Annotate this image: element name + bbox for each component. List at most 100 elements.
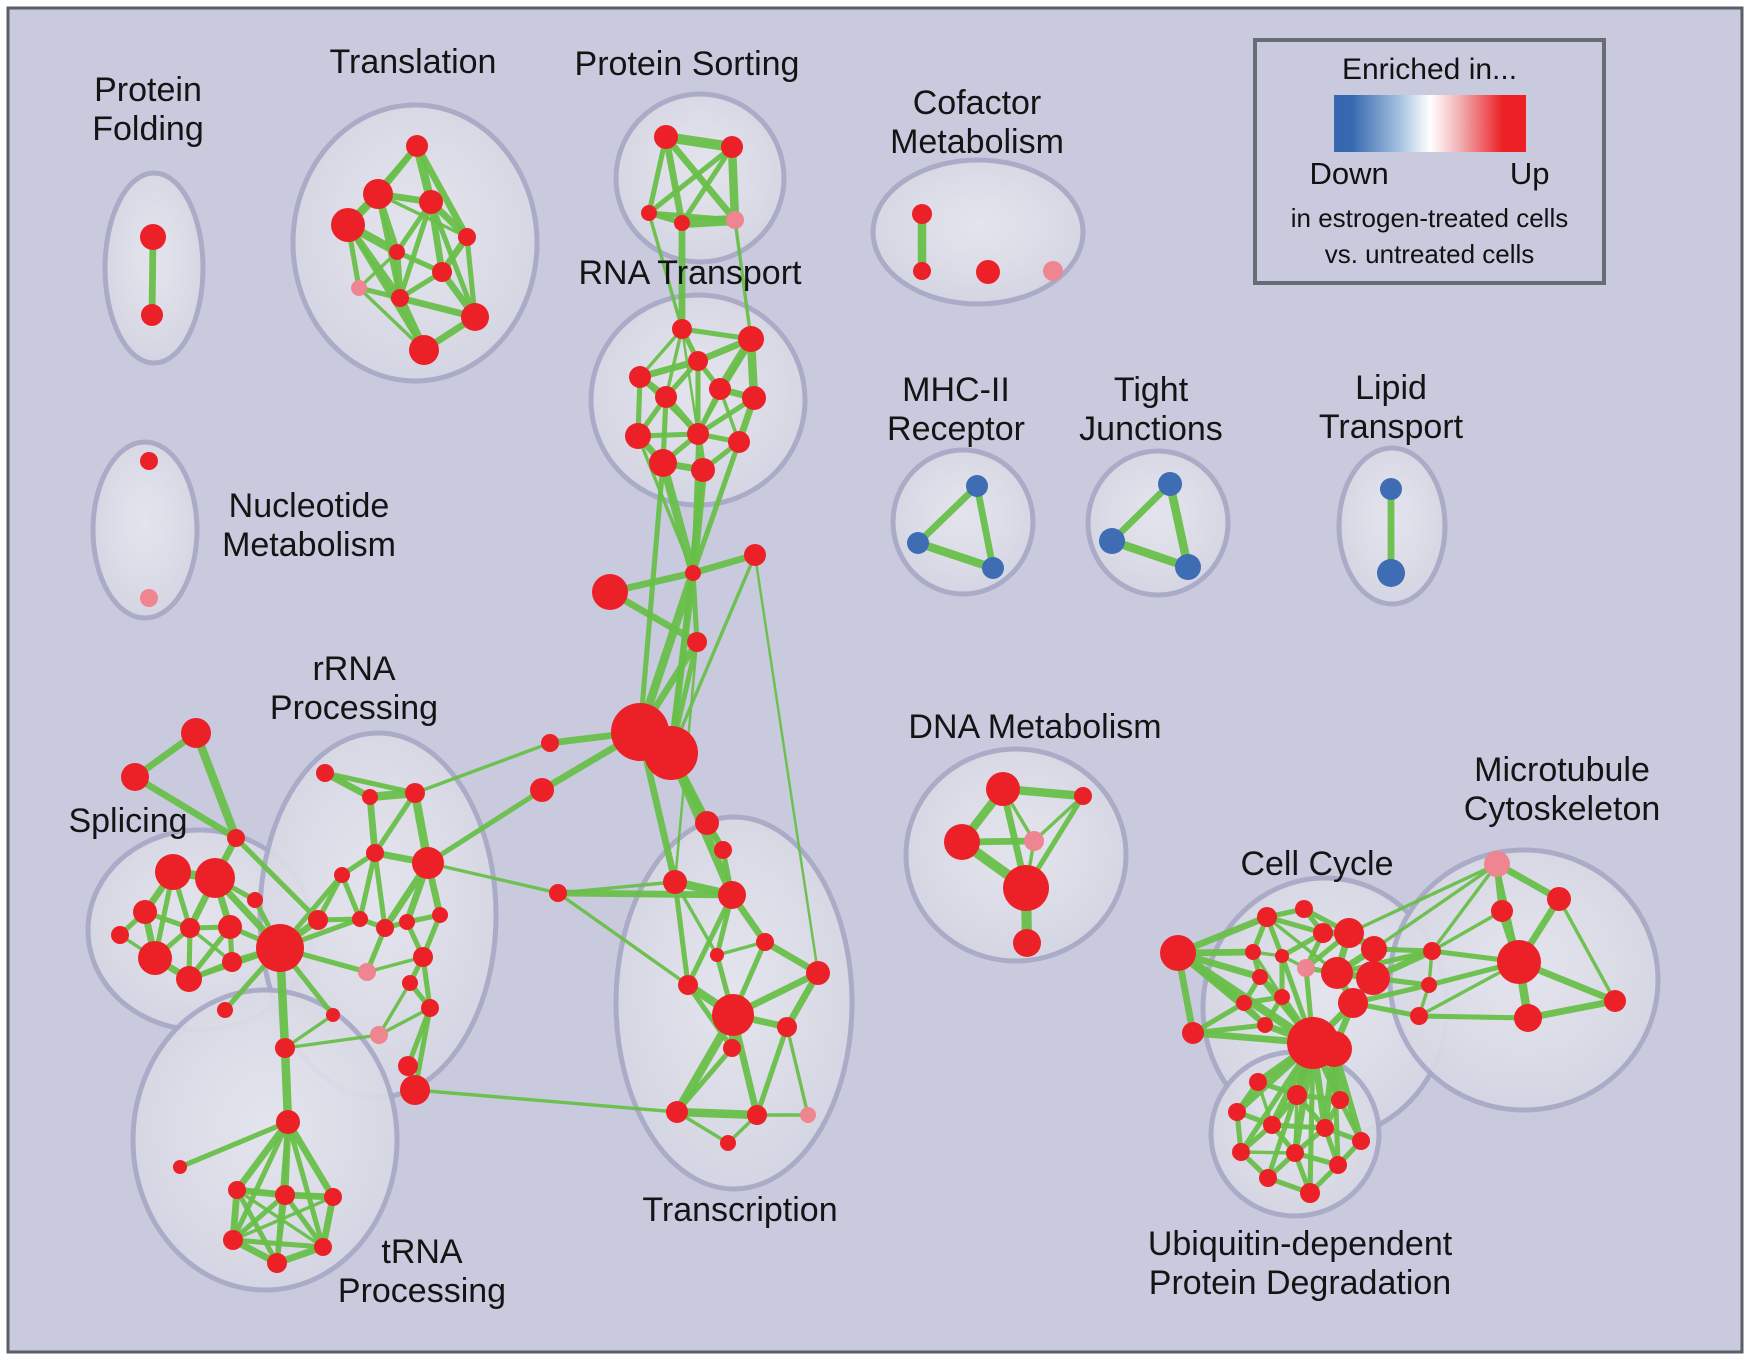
network-node (1263, 1116, 1281, 1134)
network-edge (357, 852, 378, 920)
network-edge (1373, 862, 1498, 951)
legend-caption-line1: in estrogen-treated cells (1290, 203, 1569, 233)
network-node (966, 475, 988, 497)
network-node (1423, 942, 1441, 960)
network-node (1175, 554, 1201, 580)
network-node (316, 764, 334, 782)
network-node (314, 1238, 332, 1256)
network-node (663, 870, 687, 894)
network-edge (636, 435, 695, 574)
network-edge (230, 1120, 291, 1242)
legend-endpoint-labels: Down Up (1310, 156, 1550, 192)
cluster-label-nucleotide-metabolism: Nucleotide (229, 487, 390, 525)
network-node (140, 224, 166, 250)
network-node (1491, 900, 1513, 922)
network-node (1421, 977, 1437, 993)
cluster-label-cell-cycle: Cell Cycle (1240, 845, 1393, 883)
network-node (406, 135, 428, 157)
network-node (655, 386, 677, 408)
network-node (461, 303, 489, 331)
network-node (173, 1160, 187, 1174)
network-node (1249, 1073, 1267, 1091)
network-node (176, 966, 202, 992)
network-node (1300, 1183, 1320, 1203)
cluster-label-splicing: Splicing (68, 802, 187, 840)
network-edge (324, 770, 416, 796)
network-node (1313, 923, 1333, 943)
network-node (432, 262, 452, 282)
network-node (121, 763, 149, 791)
network-node (1182, 1022, 1204, 1044)
cluster-label-lipid-transport: Transport (1319, 408, 1464, 446)
cluster-label-rrna-processing: rRNA (312, 650, 395, 688)
network-edge (1240, 1150, 1296, 1155)
cluster-label-trna-processing: Processing (338, 1272, 506, 1310)
cluster-label-nucleotide-metabolism: Metabolism (222, 526, 396, 564)
network-edge (366, 796, 379, 854)
network-node (247, 892, 263, 908)
network-node (1497, 940, 1541, 984)
cluster-label-translation: Translation (330, 43, 497, 81)
network-node (654, 125, 678, 149)
network-edge (372, 791, 418, 855)
cluster-label-rrna-processing: Processing (270, 689, 438, 727)
network-edge (733, 219, 753, 340)
network-node (744, 544, 766, 566)
network-edge (662, 136, 686, 224)
network-node (685, 565, 701, 581)
network-edge (274, 1194, 288, 1264)
network-edge (1165, 483, 1193, 568)
network-node (400, 1075, 430, 1105)
network-edge (285, 1120, 336, 1199)
network-node (326, 1008, 340, 1022)
network-edge (915, 483, 980, 546)
network-node (1099, 528, 1125, 554)
network-node (1334, 918, 1364, 948)
network-edge (148, 236, 157, 316)
network-node (140, 589, 158, 607)
network-edge (414, 741, 551, 795)
cluster-label-dna-metabolism: DNA Metabolism (908, 708, 1161, 746)
network-edge (236, 1188, 324, 1249)
network-edge (372, 852, 388, 929)
network-node (641, 205, 657, 221)
network-node (738, 326, 764, 352)
legend-box: Enriched in... Down Up in estrogen-treat… (1253, 38, 1606, 285)
network-node (155, 854, 191, 890)
network-node (986, 772, 1020, 806)
cluster-label-transcription: Transcription (642, 1191, 837, 1229)
network-edge (668, 469, 706, 754)
network-node (413, 947, 433, 967)
network-node (982, 557, 1004, 579)
network-node (1410, 1007, 1428, 1025)
network-node (399, 914, 415, 930)
network-node (398, 1056, 418, 1076)
cluster-label-microtubule-cytoskeleton: Microtubule (1474, 751, 1650, 789)
network-edge (753, 554, 820, 974)
network-node (688, 351, 708, 371)
network-node (777, 1017, 797, 1037)
legend-down-label: Down (1309, 156, 1389, 191)
cluster-label-tight-junctions: Junctions (1079, 410, 1223, 448)
network-node (691, 458, 715, 482)
network-node (1377, 559, 1405, 587)
network-edge (285, 1121, 326, 1248)
network-node (222, 952, 242, 972)
network-node (726, 211, 744, 229)
cluster-label-lipid-transport: Lipid (1355, 369, 1427, 407)
network-node (267, 1253, 287, 1273)
network-node (133, 900, 157, 924)
network-node (1338, 988, 1368, 1018)
network-node (714, 841, 732, 859)
network-node (710, 948, 724, 962)
network-node (1604, 990, 1626, 1012)
network-node (1361, 936, 1387, 962)
network-node (376, 919, 394, 937)
network-node (1297, 959, 1315, 977)
network-edge (192, 731, 240, 840)
network-nodes-layer (111, 125, 1626, 1273)
cluster-ellipse-nucleotide-metabolism (90, 439, 200, 621)
network-node (256, 924, 304, 972)
network-edge (685, 893, 735, 987)
